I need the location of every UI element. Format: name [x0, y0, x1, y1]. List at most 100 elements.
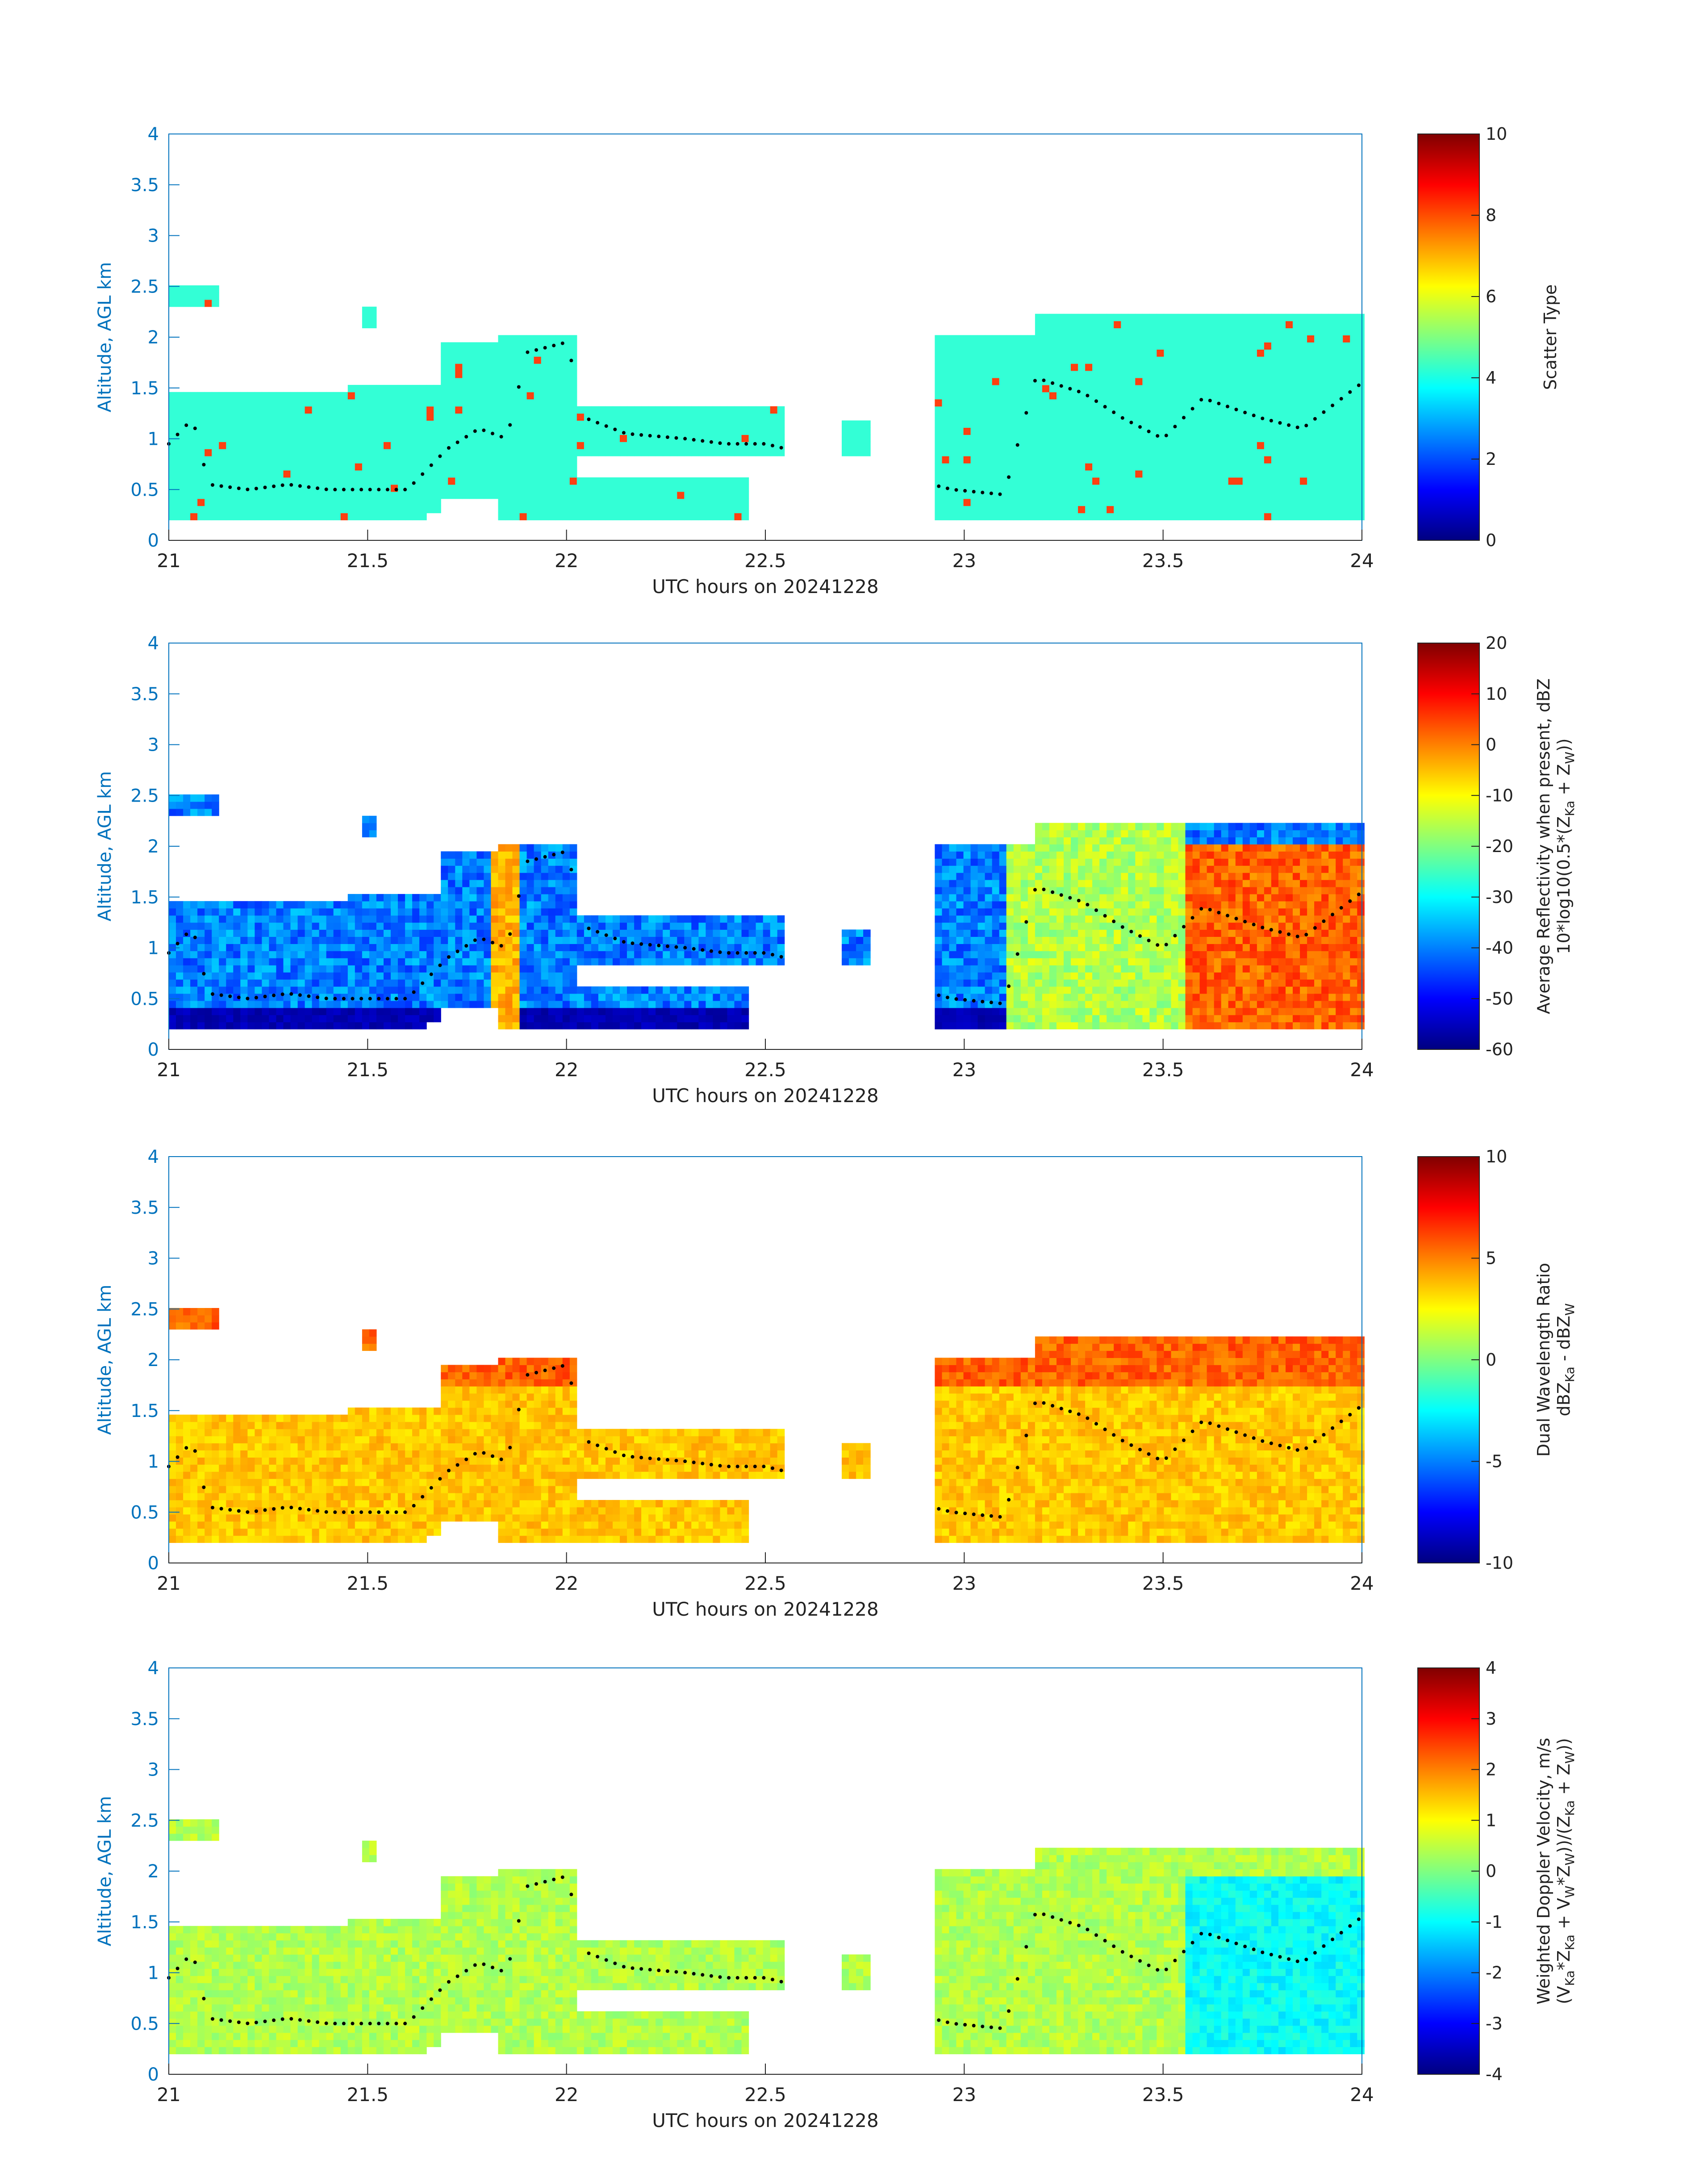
cell: [183, 915, 191, 923]
cell: [656, 406, 663, 414]
cell: [620, 477, 627, 485]
cell: [233, 1015, 241, 1023]
cell: [376, 435, 384, 442]
cell: [1192, 335, 1200, 343]
cell: [641, 506, 649, 514]
cell: [441, 456, 448, 464]
cell: [663, 936, 670, 944]
cell: [1350, 513, 1357, 521]
cell: [1185, 356, 1193, 364]
cell: [691, 506, 699, 514]
cell: [419, 513, 427, 521]
cell: [398, 1015, 405, 1023]
cell: [1099, 313, 1107, 322]
cell: [1257, 456, 1265, 464]
cell: [691, 915, 699, 923]
cell: [569, 427, 577, 435]
cell: [1328, 477, 1336, 485]
cell: [713, 1007, 720, 1015]
cell: [684, 1007, 692, 1015]
cell: [205, 420, 212, 428]
cell: [677, 477, 685, 485]
cell: [777, 420, 785, 428]
cell: [1178, 449, 1186, 456]
cell: [956, 477, 964, 485]
cell: [656, 498, 663, 506]
cell: [1336, 449, 1343, 456]
cell: [384, 958, 391, 965]
cell: [562, 1007, 570, 1015]
cell: [1178, 328, 1186, 335]
cell: [935, 1015, 942, 1023]
cell: [384, 965, 391, 973]
cell: [491, 342, 498, 350]
cell: [405, 513, 413, 521]
cell: [255, 901, 262, 909]
cell: [684, 435, 692, 442]
cell: [419, 384, 427, 393]
cell: [212, 463, 219, 471]
cell: [1027, 498, 1036, 506]
cell: [534, 951, 542, 958]
cell: [519, 513, 527, 521]
cell: [333, 392, 341, 400]
cell: [319, 435, 327, 442]
cell: [362, 830, 370, 838]
cell: [398, 420, 405, 428]
cell: [269, 442, 276, 449]
cell: [1164, 342, 1171, 350]
cell: [627, 1000, 635, 1008]
cell: [562, 929, 570, 937]
cell: [319, 901, 327, 909]
cell: [169, 513, 176, 521]
cell: [376, 1007, 384, 1015]
cell: [1207, 484, 1215, 492]
cell: [1314, 513, 1322, 521]
cell: [569, 484, 577, 492]
cell: [956, 513, 964, 521]
cell: [526, 378, 535, 385]
cell: [297, 506, 305, 514]
cell: [233, 1007, 241, 1015]
cell: [1064, 313, 1071, 322]
cell: [949, 442, 957, 449]
cell: [526, 392, 535, 400]
cell: [1078, 321, 1086, 329]
cell: [1321, 356, 1329, 364]
cell: [448, 901, 455, 909]
cell: [1071, 435, 1078, 442]
cell: [205, 901, 212, 909]
cell: [519, 463, 527, 471]
cell: [283, 993, 291, 1001]
cell: [1264, 378, 1272, 385]
cell: [584, 406, 592, 414]
cell: [562, 844, 570, 852]
cell: [212, 1022, 219, 1030]
cell: [613, 442, 620, 449]
cell: [498, 951, 506, 958]
cell: [1249, 371, 1257, 378]
cell: [240, 951, 248, 958]
cell: [1228, 442, 1236, 449]
cell: [362, 306, 370, 314]
cell: [355, 894, 363, 902]
cell: [713, 484, 720, 492]
cell: [333, 1000, 341, 1008]
cell: [1142, 356, 1150, 364]
cell: [1071, 456, 1078, 464]
cell: [1286, 342, 1293, 350]
cell: [677, 993, 685, 1001]
cell: [169, 463, 176, 471]
cell: [999, 349, 1007, 357]
cell: [620, 498, 627, 506]
cell: [1336, 506, 1343, 514]
cell: [233, 965, 241, 973]
cell: [1336, 420, 1343, 428]
cell: [576, 491, 585, 499]
cell: [255, 929, 262, 937]
cell: [290, 427, 298, 435]
cell: [219, 951, 226, 958]
cell: [684, 958, 692, 965]
cell: [469, 873, 477, 880]
cell: [205, 1007, 212, 1015]
